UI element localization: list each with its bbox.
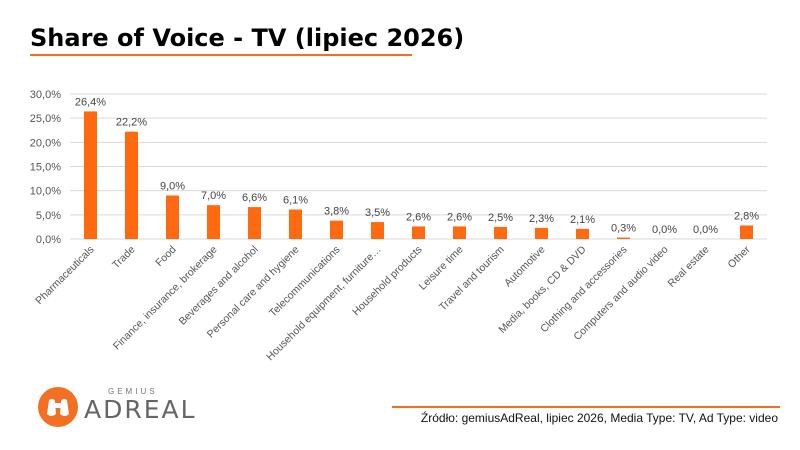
logo-small-text: GEMIUS	[108, 387, 158, 396]
binoculars-icon	[38, 387, 78, 427]
bar	[412, 226, 425, 239]
bar	[207, 205, 220, 239]
bar	[617, 237, 630, 239]
data-label: 3,5%	[365, 207, 390, 219]
y-tick-label: 25,0%	[30, 113, 61, 125]
x-tick-label: Beverages and alcohol	[177, 244, 261, 328]
x-tick-label: Real estate	[666, 244, 712, 290]
x-tick-label: Trade	[110, 244, 138, 272]
source-note: Źródło: gemiusAdReal, lipiec 2026, Media…	[420, 411, 778, 425]
bar	[248, 207, 261, 239]
bar	[740, 225, 753, 239]
y-tick-label: 20,0%	[30, 137, 61, 149]
bar	[289, 209, 302, 239]
bar	[125, 131, 138, 239]
bar-chart: 0,0% 5,0% 10,0% 15,0% 20,0% 25,0% 30,0% 26,4% Ph…	[30, 89, 767, 363]
title-underline	[30, 54, 412, 56]
data-label: 2,3%	[529, 213, 554, 225]
logo-big-text: ADREAL	[84, 395, 197, 424]
bar	[453, 226, 466, 239]
data-label: 0,0%	[652, 224, 677, 236]
data-label: 2,1%	[570, 214, 595, 226]
y-tick-label: 0,0%	[36, 234, 61, 246]
data-label: 6,6%	[242, 192, 267, 204]
source-underline	[392, 406, 780, 408]
data-label: 0,0%	[693, 224, 718, 236]
data-label: 2,5%	[488, 212, 513, 224]
bar	[371, 222, 384, 239]
x-tick-label: Telecommunications	[267, 244, 343, 320]
y-tick-label: 30,0%	[30, 89, 61, 101]
bar	[494, 226, 507, 239]
x-tick-label: Food	[153, 244, 179, 270]
data-label: 0,3%	[611, 223, 636, 235]
bar	[84, 111, 97, 239]
x-tick-label: Pharmaceuticals	[33, 244, 96, 307]
y-tick-label: 5,0%	[36, 210, 61, 222]
data-label: 9,0%	[160, 181, 185, 193]
bar	[535, 227, 548, 239]
gemius-adreal-logo: GEMIUS ADREAL	[38, 385, 208, 435]
x-tick-label: Household products	[350, 244, 425, 319]
data-label: 2,6%	[447, 211, 472, 223]
data-label: 26,4%	[75, 96, 106, 108]
bar	[330, 220, 343, 239]
data-label: 2,6%	[406, 211, 431, 223]
data-label: 2,8%	[734, 210, 759, 222]
bar	[576, 228, 589, 239]
y-tick-label: 15,0%	[30, 162, 61, 174]
data-label: 22,2%	[116, 117, 147, 129]
chart-title: Share of Voice - TV (lipiec 2026)	[30, 24, 465, 52]
data-label: 3,8%	[324, 206, 349, 218]
data-label: 7,0%	[201, 190, 226, 202]
data-label: 6,1%	[283, 195, 308, 207]
bar	[166, 195, 179, 239]
y-tick-label: 10,0%	[30, 186, 61, 198]
x-tick-label: Other	[726, 243, 753, 270]
